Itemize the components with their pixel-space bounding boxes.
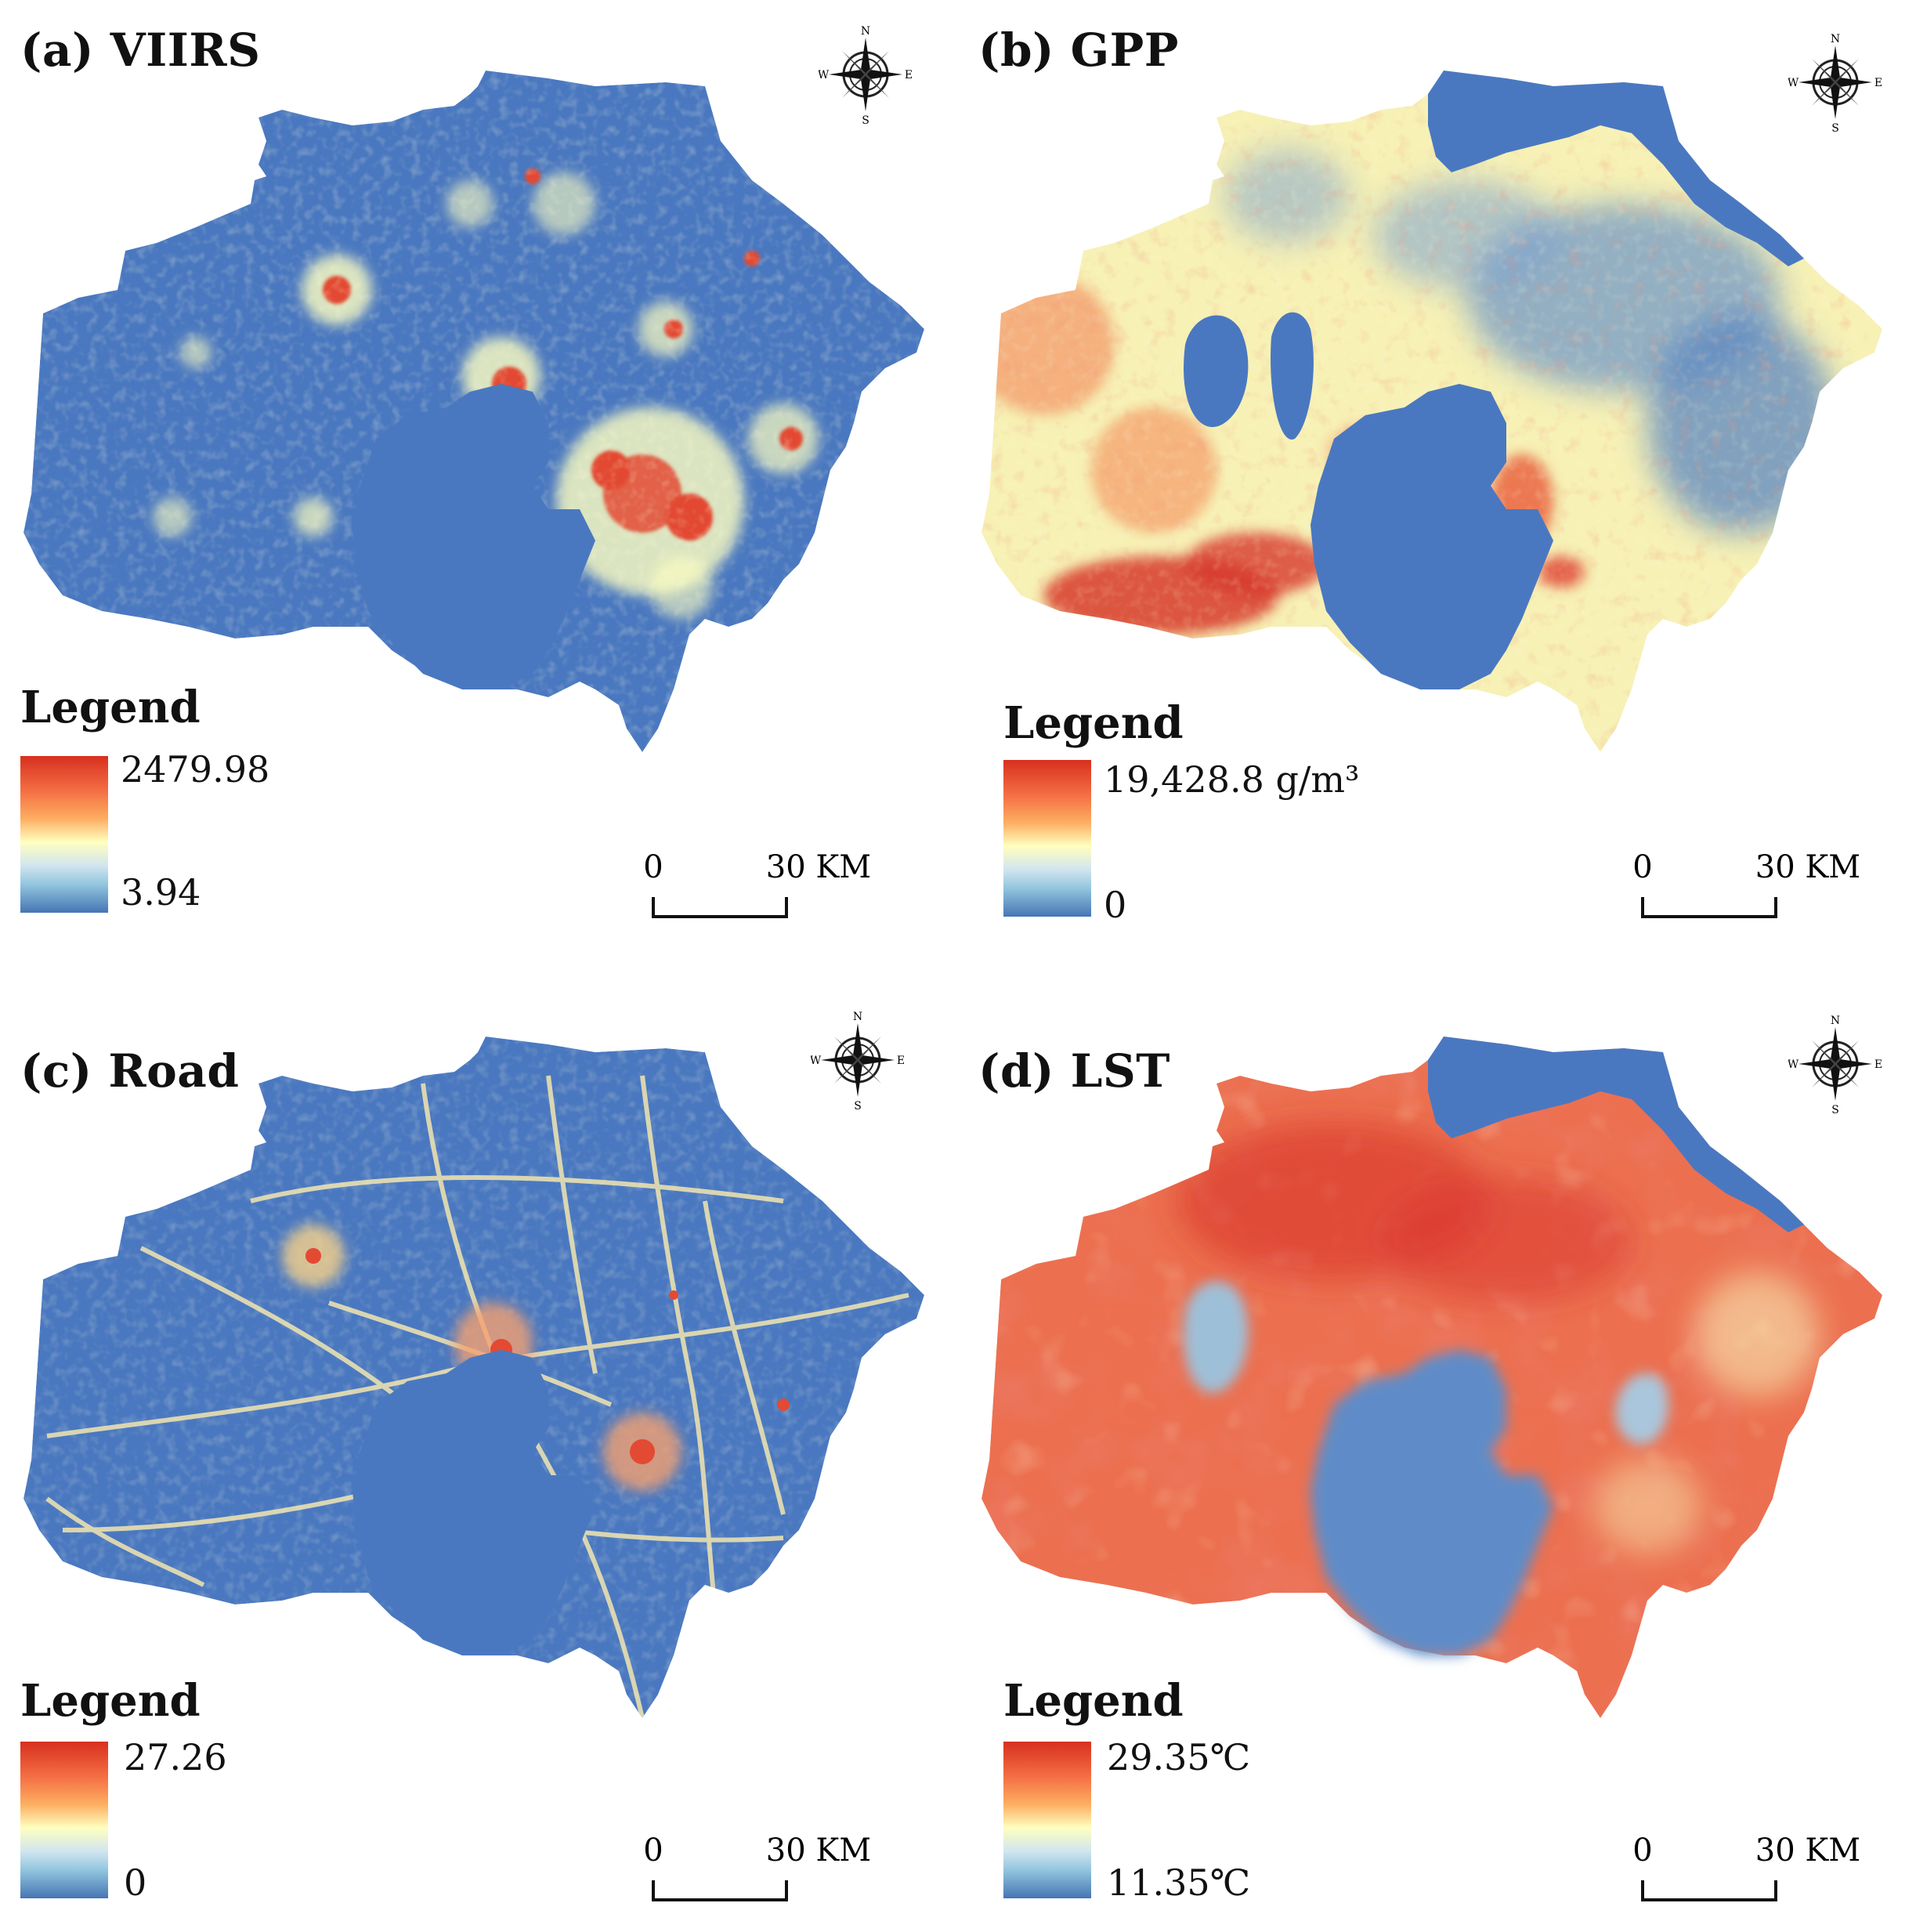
- legend-max: 2479.98: [121, 748, 270, 791]
- legend-title: Legend: [1003, 1675, 1184, 1727]
- legend-max: 29.35℃: [1107, 1736, 1251, 1778]
- compass-n: N: [1831, 33, 1840, 45]
- scale-bar: 0 30 KM: [1632, 1833, 1859, 1901]
- scale-start: 0: [1632, 849, 1652, 885]
- scale-start: 0: [1632, 1833, 1652, 1869]
- compass-rose-icon: N S W E: [811, 1011, 905, 1111]
- legend-min: 0: [124, 1861, 147, 1904]
- panel-title: (c) Road: [20, 1044, 240, 1098]
- scale-bar: 0 30 KM: [1632, 849, 1859, 918]
- compass-n: N: [853, 1011, 862, 1023]
- panel-lst: (d) LST N S W E Legend 29.35℃ 11.35℃ 0 3…: [958, 966, 1916, 1932]
- legend-color-ramp: [1003, 760, 1091, 917]
- compass-n: N: [1831, 1015, 1840, 1027]
- compass-w: W: [819, 69, 830, 81]
- gpp-map: [981, 71, 1882, 752]
- compass-e: E: [1874, 1058, 1882, 1071]
- legend-min: 11.35℃: [1107, 1861, 1251, 1904]
- legend-title: Legend: [1003, 697, 1184, 749]
- compass-rose-icon: N S W E: [1788, 1015, 1882, 1115]
- compass-e: E: [897, 1055, 905, 1067]
- compass-rose-icon: N S W E: [819, 25, 913, 125]
- legend-title: Legend: [20, 1675, 201, 1727]
- scale-start: 0: [643, 1833, 663, 1869]
- scale-end: 30 KM: [1755, 1833, 1859, 1869]
- legend-color-ramp: [20, 756, 108, 913]
- legend-max: 19,428.8 g/m³: [1104, 758, 1360, 801]
- compass-s: S: [1831, 122, 1839, 133]
- scale-start: 0: [643, 849, 663, 885]
- scale-end: 30 KM: [766, 1833, 869, 1869]
- legend-min: 0: [1104, 884, 1127, 926]
- legend-title: Legend: [20, 682, 201, 733]
- legend-max: 27.26: [124, 1736, 227, 1778]
- compass-e: E: [1874, 77, 1882, 89]
- panel-gpp: (b) GPP N S W E Legend 19,428.8 g/m³ 0 0…: [958, 0, 1916, 966]
- compass-w: W: [1788, 1058, 1799, 1071]
- compass-w: W: [1788, 77, 1799, 89]
- panel-viirs: (a) VIIRS N S W E Legend 2479.98 3.94 0 …: [0, 0, 958, 966]
- viirs-map: [23, 71, 924, 752]
- panel-title: (a) VIIRS: [20, 24, 261, 77]
- compass-s: S: [854, 1100, 862, 1111]
- legend-color-ramp: [20, 1742, 108, 1898]
- panel-road: (c) Road N S W E Legend 27.26 0 0 30 KM: [0, 966, 958, 1932]
- lst-map: [981, 1037, 1882, 1718]
- scale-end: 30 KM: [766, 849, 869, 885]
- legend-color-ramp: [1003, 1742, 1091, 1898]
- compass-rose-icon: N S W E: [1788, 33, 1882, 133]
- road-map: [23, 1037, 924, 1718]
- compass-e: E: [905, 69, 913, 81]
- compass-s: S: [862, 114, 869, 125]
- scale-end: 30 KM: [1755, 849, 1859, 885]
- compass-w: W: [811, 1055, 822, 1067]
- panel-title: (b) GPP: [978, 24, 1179, 77]
- scale-bar: 0 30 KM: [643, 849, 869, 918]
- compass-n: N: [861, 25, 870, 38]
- panel-title: (d) LST: [978, 1044, 1170, 1098]
- legend-min: 3.94: [121, 871, 201, 914]
- scale-bar: 0 30 KM: [643, 1833, 869, 1901]
- compass-s: S: [1831, 1104, 1839, 1115]
